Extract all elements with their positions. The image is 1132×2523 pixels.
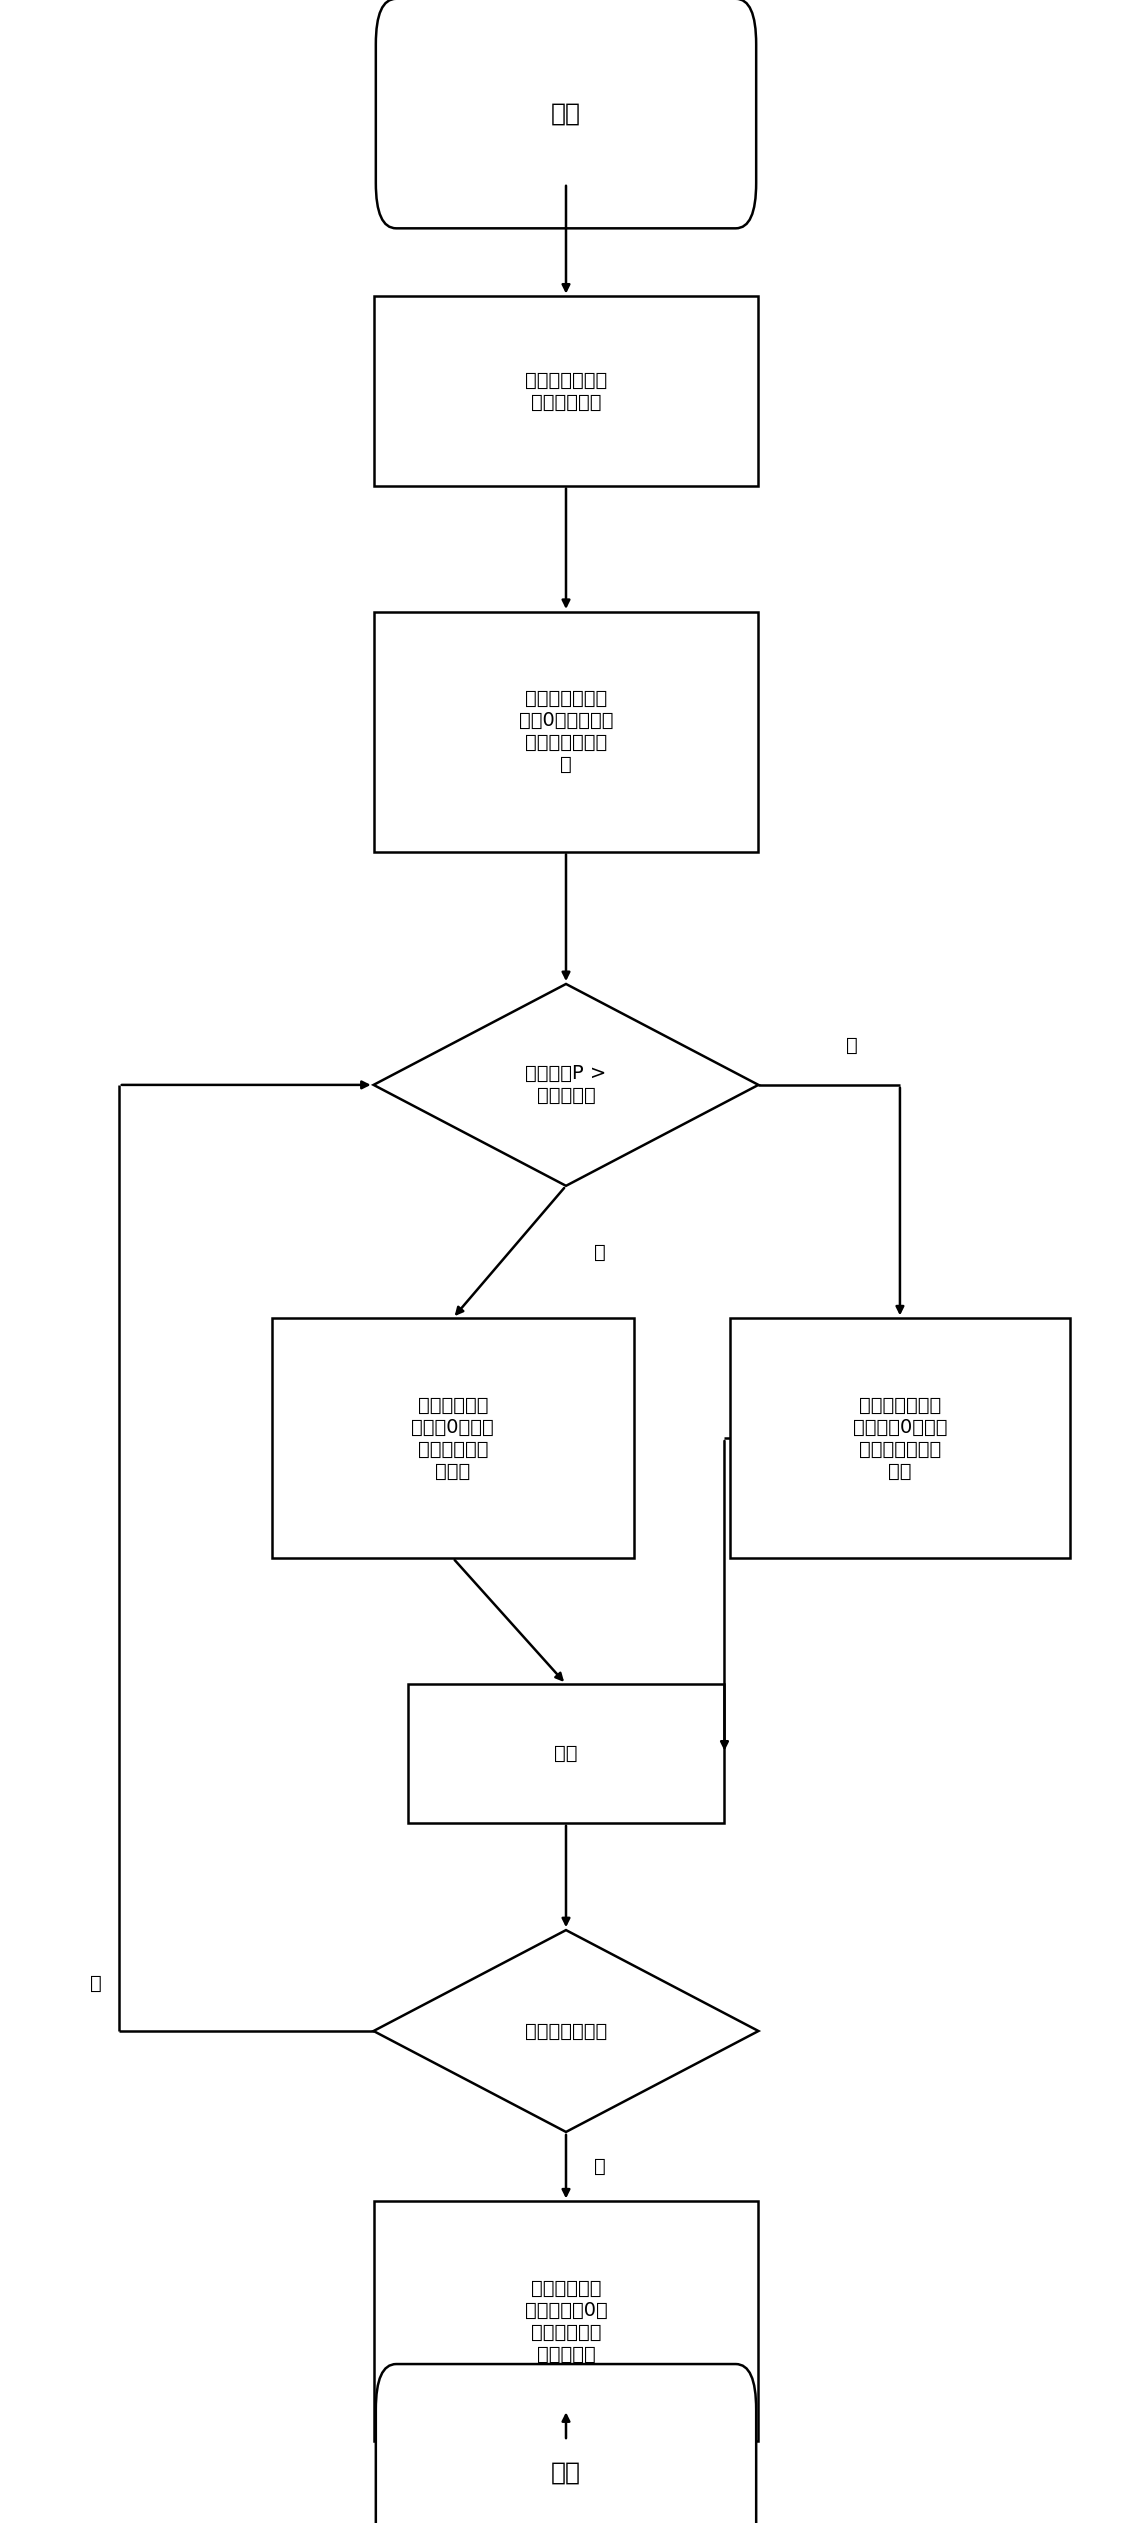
Text: 结束: 结束	[551, 2460, 581, 2485]
Text: 停止向先导型电
磁换向镅0录电磁
先导阀发送控制
信号: 停止向先导型电 磁换向镅0录电磁 先导阀发送控制 信号	[852, 1395, 947, 1481]
Text: 液压泵停止工作: 液压泵停止工作	[525, 2021, 607, 2041]
Text: 启动液压泵，设
置预设压力值: 启动液压泵，设 置预设压力值	[525, 371, 607, 411]
FancyBboxPatch shape	[374, 298, 758, 484]
FancyBboxPatch shape	[272, 1317, 634, 1557]
Text: 延时: 延时	[555, 1743, 577, 1764]
FancyBboxPatch shape	[730, 1317, 1070, 1557]
Polygon shape	[374, 1930, 758, 2132]
Text: 停止向先导型
电磁换向镅0录
电磁先导阀发
送控制信号: 停止向先导型 电磁换向镅0录 电磁先导阀发 送控制信号	[524, 2278, 608, 2364]
FancyBboxPatch shape	[374, 2200, 758, 2442]
Text: 是: 是	[594, 1241, 606, 1262]
Text: 否: 否	[846, 1034, 858, 1055]
FancyBboxPatch shape	[408, 1685, 724, 1822]
Text: 对先导型电磁换
向镅0录电磁先导
阀不发送控制信
号: 对先导型电磁换 向镅0录电磁先导 阀不发送控制信 号	[518, 689, 614, 775]
Polygon shape	[374, 984, 758, 1186]
FancyBboxPatch shape	[376, 0, 756, 230]
FancyBboxPatch shape	[376, 2364, 756, 2523]
Text: 是: 是	[594, 2157, 606, 2177]
Text: 否: 否	[91, 1973, 102, 1993]
Text: 上位机：P >
设定压力值: 上位机：P > 设定压力值	[525, 1065, 607, 1105]
FancyBboxPatch shape	[374, 613, 758, 853]
Text: 开始: 开始	[551, 101, 581, 126]
Text: 向先导型电磁
换向镅0录电磁
先导阀发送控
制信号: 向先导型电磁 换向镅0录电磁 先导阀发送控 制信号	[411, 1395, 495, 1481]
